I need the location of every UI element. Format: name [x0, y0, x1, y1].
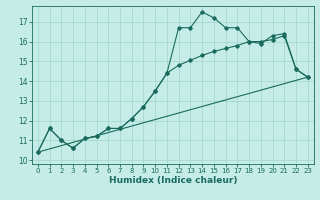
X-axis label: Humidex (Indice chaleur): Humidex (Indice chaleur) — [108, 176, 237, 185]
